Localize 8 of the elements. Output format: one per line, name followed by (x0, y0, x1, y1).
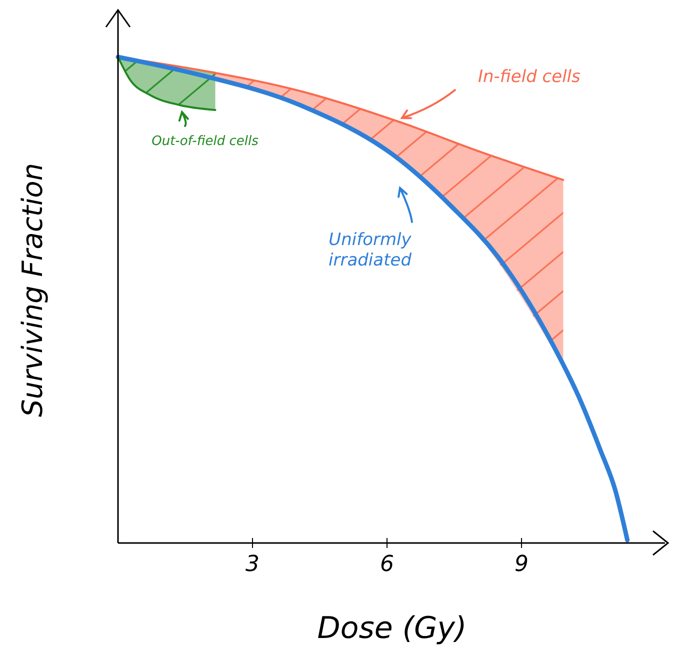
legend-label: Out-of-field cells (152, 134, 259, 149)
legend-label: Uniformly irradiated (328, 230, 412, 270)
x-tick-label: 9 (514, 552, 529, 577)
x-tick-label: 6 (380, 552, 394, 577)
x-tick-label: 3 (246, 552, 260, 577)
y-axis-title: Surviving Fraction (16, 163, 49, 417)
x-axis-title: Dose (Gy) (317, 611, 467, 646)
text: In-field cells (478, 67, 581, 87)
